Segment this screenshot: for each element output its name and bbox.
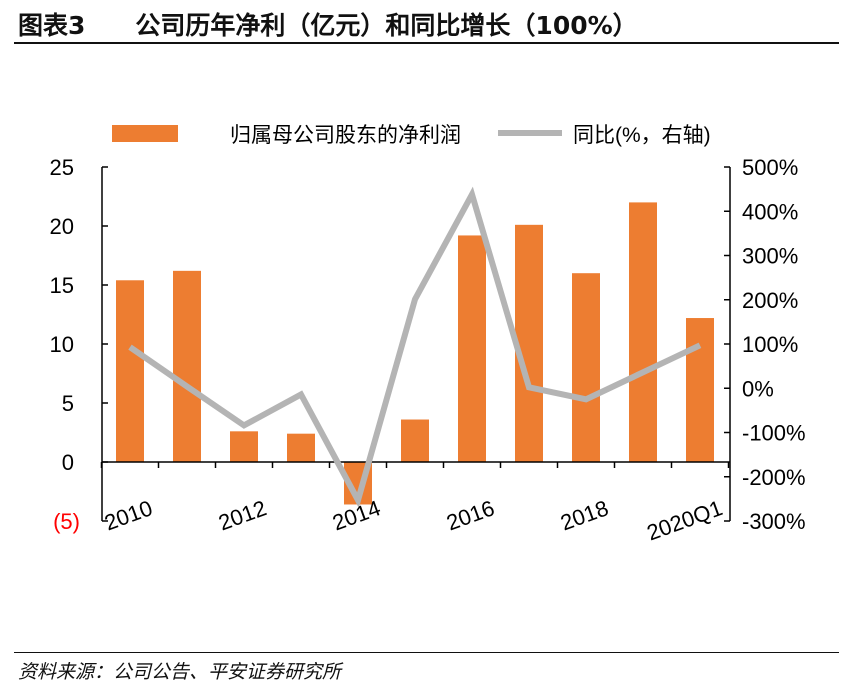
bar-2018 xyxy=(572,273,600,462)
x-tick-label: 2014 xyxy=(329,495,384,535)
left-tick-label: 15 xyxy=(50,273,74,298)
bar-2012 xyxy=(230,431,258,462)
bar-2019 xyxy=(629,202,657,462)
left-tick-label: 5 xyxy=(62,391,74,416)
x-tick-label: 2016 xyxy=(443,495,498,535)
right-tick-label: 300% xyxy=(742,244,798,269)
figure-title: 图表3 公司历年净利（亿元）和同比增长（100%） xyxy=(18,6,638,42)
source-note: 资料来源：公司公告、平安证券研究所 xyxy=(18,661,342,683)
right-tick-label: 400% xyxy=(742,199,798,224)
left-tick-label: 0 xyxy=(62,450,74,475)
figure-label: 图表3 xyxy=(18,11,86,40)
right-tick-label: 100% xyxy=(742,332,798,357)
bar-2013 xyxy=(287,433,315,462)
bar-2015 xyxy=(401,419,429,462)
bar-2010 xyxy=(116,280,144,462)
x-tick-label: 2012 xyxy=(215,495,270,535)
left-tick-label: 10 xyxy=(50,332,74,357)
right-tick-label: 200% xyxy=(742,288,798,313)
chart-title: 公司历年净利（亿元）和同比增长（100%） xyxy=(135,11,638,40)
x-tick-label: 2010 xyxy=(101,495,156,535)
bar-2020Q1 xyxy=(686,318,714,462)
right-tick-label: 0% xyxy=(742,376,774,401)
right-tick-label: -300% xyxy=(742,509,806,534)
left-tick-label: 25 xyxy=(50,155,74,180)
legend-bar-swatch xyxy=(112,125,178,142)
legend-bar-label: 归属母公司股东的净利润 xyxy=(230,124,461,147)
bottom-rule xyxy=(14,652,839,653)
right-tick-label: -200% xyxy=(742,465,806,490)
bar-2011 xyxy=(173,270,201,462)
left-tick-label: 20 xyxy=(50,214,74,239)
legend-line-label: 同比(%，右轴) xyxy=(573,124,711,147)
top-rule xyxy=(14,42,839,44)
left-tick-label: (5) xyxy=(53,509,80,534)
right-tick-label: -100% xyxy=(742,421,806,446)
x-tick-label: 2018 xyxy=(557,495,612,535)
right-tick-label: 500% xyxy=(742,155,798,180)
bar-2016 xyxy=(458,235,486,462)
x-tick-label: 2020Q1 xyxy=(644,495,726,545)
bar-2017 xyxy=(515,224,543,462)
